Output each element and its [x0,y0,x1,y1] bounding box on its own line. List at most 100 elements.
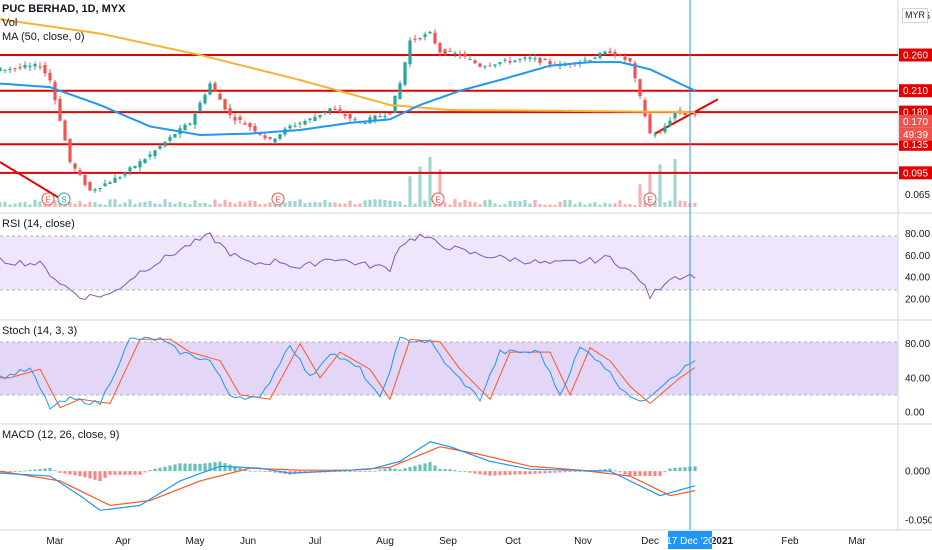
macd-hist-bar [243,469,247,472]
volume-bar [313,202,317,207]
candle-body [98,187,102,190]
volume-bar [123,202,127,207]
volume-bar [38,201,42,207]
volume-bar [228,202,232,207]
volume-bar [23,201,27,207]
candle-body [543,58,547,61]
candle-body [83,175,87,185]
macd-hist-bar [508,471,512,475]
macd-hist-bar [188,463,192,472]
volume-bar [353,204,357,207]
candle-body [263,135,267,139]
volume-bar [438,169,442,207]
volume-bar [488,199,492,207]
stoch-d-series [0,338,696,409]
macd-hist-bar [173,464,177,472]
macd-hist-bar [158,467,162,472]
macd-hist-bar [333,471,337,472]
candle-body [268,137,272,139]
macd-hist-bar [443,468,447,472]
stoch-lines [0,336,696,410]
level-badge-bg [899,137,932,151]
candle-body [548,60,552,65]
volume-bar [378,199,382,207]
volume-bar [138,202,142,207]
macd-hist-bar [638,471,642,477]
volume-bar [113,199,117,207]
candle-body [668,120,672,127]
time-tick: Mar [46,536,64,547]
volume-bar [633,204,637,207]
price-axis[interactable]: 0.3150.0650.2600.2100.1800.1350.0950.170… [46,11,932,547]
earnings-marker-label: E [647,196,652,205]
time-cursor-label: 17 Dec '20 [666,536,714,547]
macd-hist-bar [273,471,277,473]
candle-body [128,167,132,172]
candle-body [623,56,627,60]
earnings-marker-label: S [61,196,66,205]
level-badge-bg [899,166,932,180]
volume-bar [603,202,607,207]
candle-body [643,99,647,117]
volume-bar [293,201,297,207]
stoch-legend: Stoch (14, 3, 3) [2,325,78,337]
candle-body [223,99,227,110]
volume-bar [583,204,587,207]
level-badge: 0.210 [903,86,928,97]
candle-body [363,122,367,124]
candle-body [333,108,337,111]
moving-average-lines [0,18,696,137]
earnings-marker-circle [431,192,445,206]
candle-body [598,53,602,58]
candle-body [603,51,607,55]
macd-hist-bar [233,466,237,472]
volume-bar [673,159,677,207]
currency-badge[interactable]: MYR [902,8,928,23]
candle-body [133,166,137,168]
candle-body [198,102,202,112]
volume-bar [328,202,332,207]
volume-bar [238,201,242,207]
macd-hist-bar [83,471,87,478]
volume-bar [588,203,592,207]
macd-hist-bar [478,471,482,475]
macd-hist-bar [488,471,492,476]
macd-hist-bar [28,469,32,472]
volume-bar [273,204,277,207]
macd-hist-bar [678,467,682,472]
candle-body [308,118,312,120]
candle-body [693,113,697,115]
candle-body [318,114,322,118]
candle-body [108,182,112,184]
candle-body [78,170,82,175]
macd-hist-bar [118,471,122,475]
volume-bar [213,199,217,207]
macd-hist-bar [573,471,577,472]
candle-body [353,119,357,121]
volume-bar [373,199,377,207]
macd-hist-bar [13,471,17,472]
candle-body [398,83,402,100]
time-tick: Nov [574,536,592,547]
candle-body [508,60,512,63]
candle-body [588,60,592,62]
volume-bar [613,203,617,207]
volume-bar [33,199,37,207]
candle-body [63,120,67,141]
candle-body [313,116,317,121]
candle-body [428,31,432,34]
countdown-badge: 49:39 [903,130,928,141]
candle-body [663,126,667,133]
macd-hist-bar [483,471,487,476]
macd-hist-bar [98,471,102,481]
candle-body [228,107,232,115]
volume-bar [278,204,282,207]
candle-body [413,38,417,40]
macd-hist-bar [538,471,542,474]
volume-bar [173,203,177,207]
volume-bar [393,201,397,207]
macd-hist-bar [353,471,357,472]
volume-bar [663,202,667,207]
